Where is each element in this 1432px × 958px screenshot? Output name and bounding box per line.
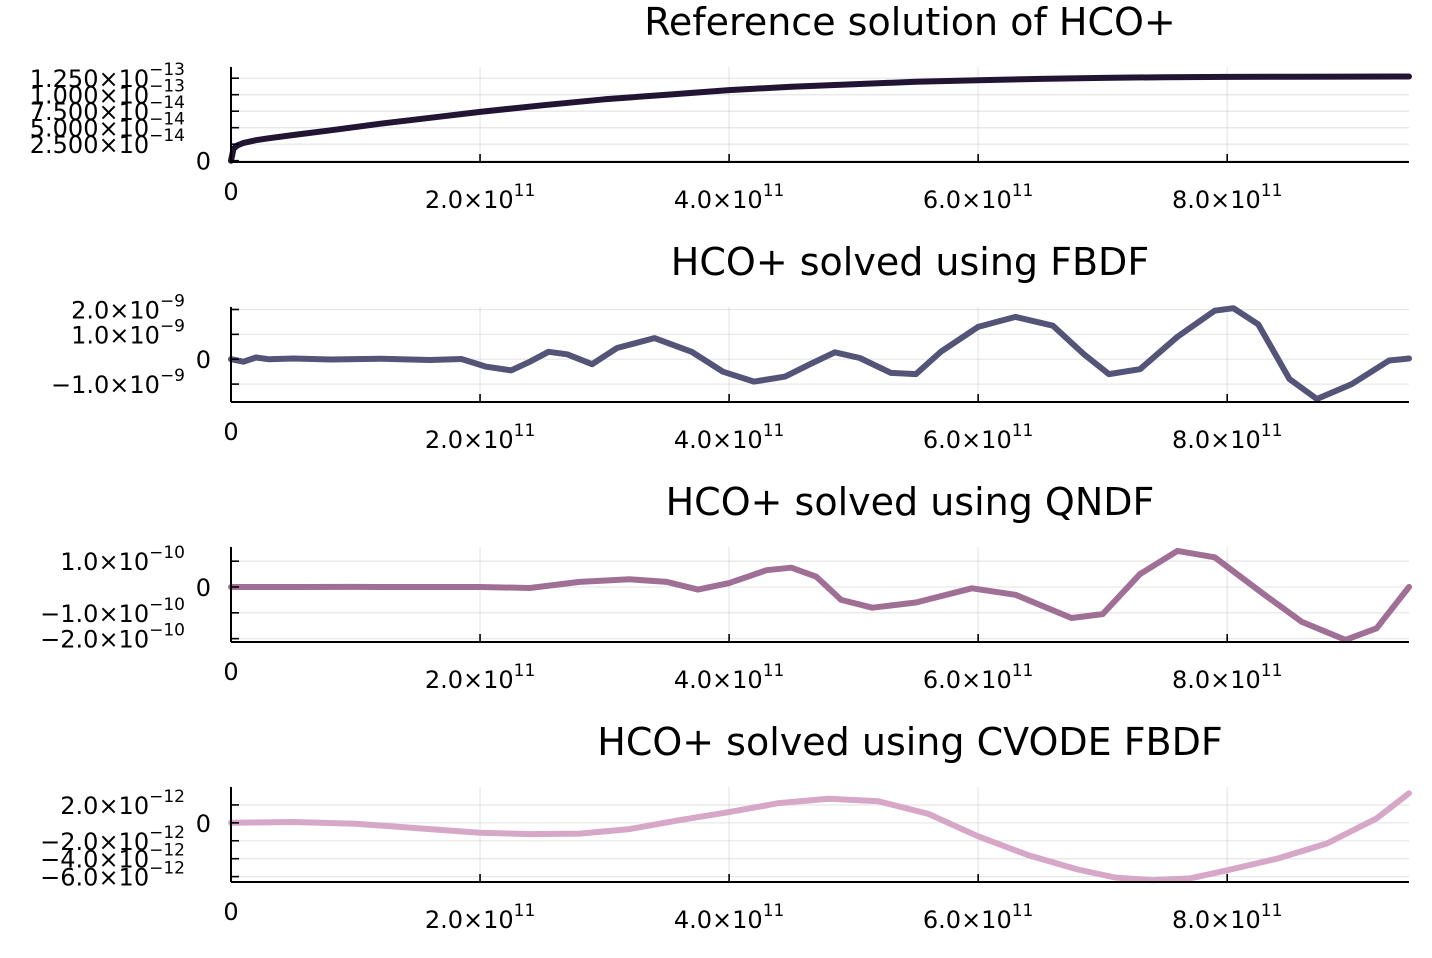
x-tick-label: 2.0×1011 <box>425 901 535 934</box>
y-tick-label: 0 <box>196 346 211 374</box>
x-tick-label: 8.0×1011 <box>1172 181 1282 214</box>
x-tick-label: 2.0×1011 <box>425 181 535 214</box>
chart-title: HCO+ solved using FBDF <box>671 240 1149 284</box>
panel-4: HCO+ solved using CVODE FBDF 0 2.0×1011 4.0… <box>40 720 1412 934</box>
y-tick-label: 1.0×10−9 <box>71 316 185 349</box>
x-tick-label: 0 <box>223 178 238 206</box>
chart-title: Reference solution of HCO+ <box>644 0 1176 44</box>
x-tick-label: 2.0×1011 <box>425 661 535 694</box>
panel-1: Reference solution of HCO+ 0 2.0×1011 4.0×1… <box>30 0 1412 214</box>
x-tick-label: 6.0×1011 <box>923 181 1033 214</box>
x-tick-label: 4.0×1011 <box>674 661 784 694</box>
x-tick-label: 8.0×1011 <box>1172 661 1282 694</box>
y-tick-label: 0 <box>196 574 211 602</box>
x-tick-label: 6.0×1011 <box>923 901 1033 934</box>
x-tick-label: 0 <box>223 898 238 926</box>
y-tick-label: −4.0×10−12 <box>40 841 185 874</box>
y-tick-label: −1.0×10−9 <box>51 366 185 399</box>
x-tick-label: 6.0×1011 <box>923 661 1033 694</box>
series-line <box>228 547 1412 643</box>
x-tick-label: 2.0×1011 <box>425 421 535 454</box>
x-tick-label: 0 <box>223 418 238 446</box>
y-tick-label: −6.0×10−12 <box>40 859 185 892</box>
y-tick-label: 2.0×10−9 <box>71 291 185 324</box>
chart-title: HCO+ solved using QNDF <box>666 480 1155 524</box>
y-tick-label: −2.0×10−10 <box>40 621 185 654</box>
y-tick-label: 5.000×10−14 <box>30 110 185 143</box>
x-tick-label: 4.0×1011 <box>674 901 784 934</box>
x-tick-label: 4.0×1011 <box>674 181 784 214</box>
x-tick-label: 8.0×1011 <box>1172 421 1282 454</box>
chart-title: HCO+ solved using CVODE FBDF <box>597 720 1223 764</box>
y-tick-label: −1.0×10−10 <box>40 595 185 628</box>
x-tick-label: 8.0×1011 <box>1172 901 1282 934</box>
x-tick-label: 6.0×1011 <box>923 421 1033 454</box>
y-tick-label: 2.0×10−12 <box>60 787 185 820</box>
y-tick-label: 1.250×10−13 <box>30 60 185 93</box>
series-line <box>228 305 1412 402</box>
series-line <box>228 790 1412 884</box>
x-tick-label: 4.0×1011 <box>674 421 784 454</box>
x-tick-label: 0 <box>223 658 238 686</box>
panel-2: HCO+ solved using FBDF 0 2.0×1011 4.0×1011 6… <box>51 240 1412 454</box>
y-tick-label: 2.500×10−14 <box>30 126 185 159</box>
y-tick-label: −2.0×10−12 <box>40 823 185 856</box>
y-tick-label: 7.500×10−14 <box>30 93 185 126</box>
y-tick-label: 0 <box>196 148 211 176</box>
y-tick-label: 1.0×10−10 <box>60 543 185 576</box>
y-tick-label: 1.000×10−13 <box>30 77 185 110</box>
y-tick-label: 0 <box>196 810 211 838</box>
panel-3: HCO+ solved using QNDF 0 2.0×1011 4.0×1011 6… <box>40 480 1412 694</box>
series-line <box>228 73 1412 164</box>
